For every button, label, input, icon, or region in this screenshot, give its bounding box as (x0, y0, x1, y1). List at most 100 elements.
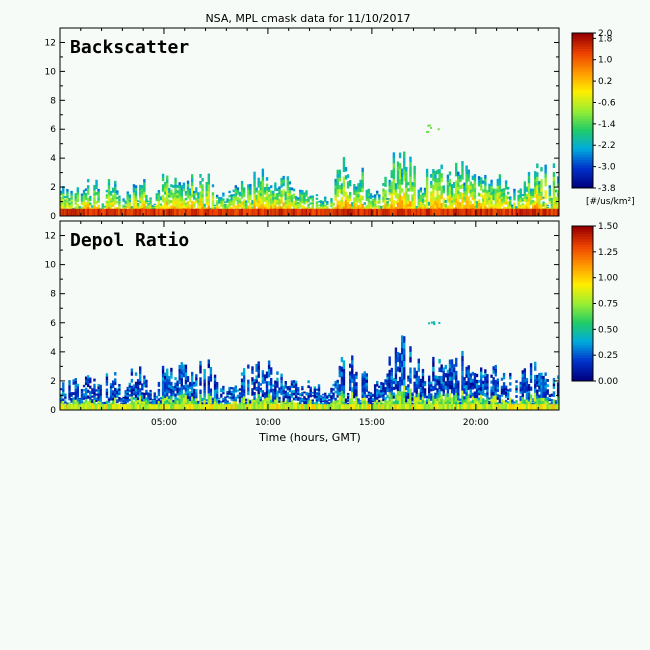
heatmap-cell (376, 205, 379, 208)
heatmap-cell (450, 184, 454, 188)
colorbar-swatch (572, 43, 593, 47)
heatmap-cell (74, 198, 77, 202)
heatmap-cell (265, 381, 269, 385)
surface-band-cell (552, 208, 556, 216)
heatmap-cell (182, 401, 186, 407)
heatmap-cell (317, 204, 321, 207)
heatmap-cell (270, 195, 273, 199)
heatmap-cell (396, 175, 400, 180)
heatmap-cell (484, 205, 487, 210)
heatmap-cell (197, 400, 200, 402)
surface-band-cell (91, 404, 94, 410)
surface-band-cell (407, 208, 410, 216)
heatmap-cell (276, 192, 279, 196)
heatmap-cell (292, 193, 296, 197)
heatmap-cell (492, 190, 495, 194)
surface-band-cell (313, 208, 317, 216)
heatmap-cell (463, 204, 466, 208)
surface-band-cell (157, 208, 161, 216)
surface-band-cell (101, 404, 104, 410)
heatmap-cell (369, 395, 373, 398)
heatmap-cell (199, 365, 202, 370)
surface-band-cell (259, 208, 262, 216)
heatmap-cell (319, 204, 323, 206)
heatmap-cell (288, 393, 292, 397)
surface-band-cell (126, 404, 129, 410)
heatmap-cell (60, 201, 63, 204)
heatmap-cell (259, 201, 262, 205)
heatmap-cell (490, 200, 493, 205)
surface-band-cell (457, 208, 460, 216)
heatmap-cell (394, 363, 398, 369)
heatmap-cell (432, 169, 435, 174)
heatmap-cell (359, 200, 362, 205)
heatmap-cell (544, 173, 547, 178)
heatmap-cell (103, 403, 107, 405)
heatmap-cell (290, 187, 294, 191)
heatmap-cell (346, 402, 350, 405)
heatmap-cell (388, 206, 391, 211)
surface-band-cell (556, 208, 560, 216)
surface-band-cell (139, 208, 142, 216)
heatmap-cell (421, 375, 425, 380)
heatmap-cell (361, 382, 364, 386)
heatmap-cell (145, 399, 148, 403)
heatmap-cell (97, 188, 100, 192)
heatmap-cell (527, 171, 531, 176)
heatmap-cell (342, 376, 346, 382)
heatmap-cell (357, 185, 360, 189)
surface-band-cell (230, 404, 233, 410)
heatmap-cell (498, 195, 502, 199)
heatmap-cell (276, 377, 279, 382)
heatmap-cell (68, 402, 71, 406)
heatmap-cell (419, 399, 423, 403)
heatmap-cell (542, 196, 545, 199)
surface-band-cell (473, 208, 477, 216)
heatmap-cell (390, 387, 393, 392)
heatmap-cell (87, 197, 90, 201)
heatmap-cell (525, 196, 529, 200)
heatmap-cell (531, 195, 535, 199)
heatmap-cell (415, 387, 418, 391)
heatmap-cell (415, 390, 418, 394)
heatmap-cell (380, 394, 383, 398)
heatmap-cell (240, 189, 244, 193)
heatmap-cell (197, 402, 200, 404)
heatmap-cell (211, 202, 215, 206)
heatmap-cell (467, 200, 470, 205)
heatmap-cell (163, 206, 167, 211)
heatmap-cell (84, 202, 88, 205)
heatmap-cell (425, 200, 429, 205)
colorbar-swatch (572, 97, 593, 101)
surface-band-cell (274, 404, 277, 410)
heatmap-cell (159, 401, 163, 403)
heatmap-cell (517, 190, 520, 193)
heatmap-cell (376, 394, 379, 398)
surface-band-cell (163, 404, 167, 410)
heatmap-cell (174, 196, 177, 201)
surface-band-cell (342, 404, 346, 410)
heatmap-cell (292, 402, 296, 406)
heatmap-cell (95, 200, 98, 205)
heatmap-cell (95, 399, 98, 402)
heatmap-cell (163, 385, 167, 389)
heatmap-cell (365, 385, 369, 389)
heatmap-cell (376, 402, 379, 406)
surface-band-cell (388, 208, 391, 216)
depol-heatmap (60, 321, 560, 411)
heatmap-cell (297, 390, 300, 394)
heatmap-cell (145, 198, 148, 201)
heatmap-cell (226, 198, 229, 200)
heatmap-cell (504, 180, 508, 184)
heatmap-cell (315, 206, 319, 210)
heatmap-cell (257, 393, 260, 399)
heatmap-cell (186, 195, 190, 199)
heatmap-cell (242, 392, 246, 397)
heatmap-cell (290, 380, 294, 384)
heatmap-cell (301, 194, 304, 197)
heatmap-cell (299, 394, 302, 397)
heatmap-cell (288, 395, 292, 399)
heatmap-cell (321, 397, 325, 400)
heatmap-cell (290, 392, 294, 396)
heatmap-cell (141, 199, 144, 203)
